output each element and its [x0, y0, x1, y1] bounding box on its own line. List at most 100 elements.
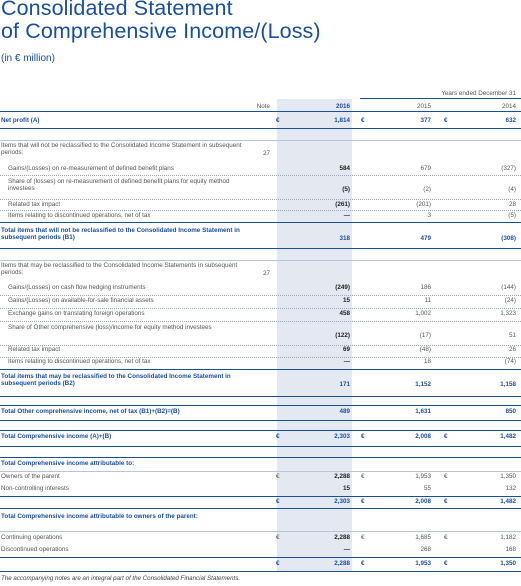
row-label: Items that may be reclassified to the Co…	[1, 262, 238, 277]
row-divider	[0, 420, 521, 421]
row-divider	[0, 405, 521, 406]
value-2014: (74)	[504, 358, 516, 365]
value-2014: 1,158	[500, 381, 516, 388]
value-2016: (261)	[335, 201, 350, 208]
row-divider	[0, 128, 521, 129]
table-row: Items relating to discontinued operation…	[0, 358, 521, 366]
row-divider	[0, 430, 521, 431]
table-row: Share of Other comprehensive (loss)/inco…	[0, 324, 521, 340]
row-note: 27	[262, 150, 270, 157]
row-label: Total Comprehensive income (A)+(B)	[1, 433, 112, 440]
value-2016: 2,288	[334, 473, 350, 480]
year-header-2015: 2015	[416, 103, 431, 110]
row-divider	[0, 369, 521, 370]
row-label: Owners of the parent	[1, 473, 60, 480]
currency-symbol: €	[361, 534, 365, 541]
value-2015: 2,008	[415, 433, 431, 440]
table-row: € € €2,303 2,008 1,482	[0, 498, 521, 506]
table-row: Total items that may be reclassified to …	[0, 373, 521, 389]
row-divider	[0, 308, 521, 309]
value-2016: 15	[342, 297, 350, 304]
table-row: Share of (losses) on re-measurement of d…	[0, 178, 521, 194]
row-divider	[0, 571, 521, 572]
row-divider	[0, 508, 521, 509]
row-label: Total Other comprehensive income, net of…	[1, 408, 180, 415]
row-divider	[0, 357, 521, 358]
table-row: Related tax impact (261) (201) 28	[0, 201, 521, 209]
title-line-1: Consolidated Statement	[1, 0, 233, 20]
value-2014: (144)	[501, 284, 516, 291]
currency-symbol: €	[444, 117, 448, 124]
value-2016: 458	[339, 310, 350, 317]
value-2016: 2,288	[334, 534, 350, 541]
value-2015: 2,008	[415, 498, 431, 505]
value-2014: (5)	[508, 212, 516, 219]
value-2015: 1,685	[415, 534, 431, 541]
row-label: Related tax impact	[8, 346, 61, 353]
value-2014: (327)	[501, 165, 516, 172]
row-label: Related tax impact	[8, 201, 61, 208]
row-divider	[0, 175, 521, 176]
row-label: Total Comprehensive income attributable …	[1, 460, 135, 467]
row-divider	[0, 140, 521, 141]
row-label: Continuing operations	[1, 534, 63, 541]
row-divider	[0, 457, 521, 458]
value-2014: 1,350	[500, 473, 516, 480]
currency-symbol: €	[361, 498, 365, 505]
value-2015: 268	[420, 546, 431, 553]
row-label: Discontinued operations	[1, 546, 69, 553]
table-row: Total Other comprehensive income, net of…	[0, 408, 521, 417]
period-header: Years ended December 31	[441, 90, 516, 97]
table-row: Items that may be reclassified to the Co…	[0, 262, 521, 278]
table-row: Related tax impact 69 (48) 26	[0, 346, 521, 354]
value-2014: 28	[508, 201, 516, 208]
value-2014: 168	[505, 546, 516, 553]
value-2016: —	[343, 358, 350, 365]
value-2015: (201)	[416, 201, 431, 208]
table-row: Net profit (A) € € €1,814 377 632	[0, 117, 521, 126]
row-divider	[0, 396, 521, 397]
table-row: Continuing operations € € €2,288 1,685 1,182	[0, 534, 521, 542]
table-row: Items relating to discontinued operation…	[0, 212, 521, 220]
table-row: Owners of the parent € € €2,288 1,953 1,350	[0, 473, 521, 481]
value-2016: 2,303	[334, 433, 350, 440]
row-divider	[0, 345, 521, 346]
value-2014: 51	[508, 332, 516, 339]
row-label: Non-controlling interests	[1, 485, 69, 492]
value-2016: (122)	[335, 332, 350, 339]
row-label: Items relating to discontinued operation…	[8, 358, 151, 365]
row-label: Total items that will not be reclassifie…	[1, 227, 240, 242]
currency-symbol: €	[444, 433, 448, 440]
value-2015: (17)	[419, 332, 431, 339]
row-divider	[0, 199, 521, 200]
row-label: Total Comprehensive income attributable …	[1, 513, 198, 520]
table-row: Gains/(Losses) on re-measurement of defi…	[0, 165, 521, 173]
value-2014: 132	[505, 485, 516, 492]
page-subtitle: (in € million)	[1, 53, 55, 64]
currency-symbol: €	[361, 560, 365, 567]
value-2016: 1,814	[334, 117, 350, 124]
row-label: Items relating to discontinued operation…	[8, 212, 151, 219]
value-2015: 1,152	[415, 381, 431, 388]
row-divider	[0, 496, 521, 497]
row-note: 27	[262, 270, 270, 277]
value-2016: 318	[339, 235, 350, 242]
currency-symbol: €	[444, 534, 448, 541]
currency-symbol: €	[276, 433, 280, 440]
value-2015: 1,002	[415, 310, 431, 317]
value-2015: (2)	[423, 186, 431, 193]
value-2014: 1,323	[500, 310, 516, 317]
value-2015: 3	[427, 212, 431, 219]
row-label: Total items that may be reclassified to …	[1, 373, 231, 388]
value-2014: 1,182	[500, 534, 516, 541]
currency-symbol: €	[361, 473, 365, 480]
currency-symbol: €	[361, 117, 365, 124]
year-header-2016: 2016	[335, 103, 350, 110]
value-2015: 11	[424, 297, 431, 304]
value-2015: 377	[420, 117, 431, 124]
row-label: Gains/(Losses) on available-for-sale fin…	[8, 297, 154, 304]
row-label: Net profit (A)	[1, 117, 40, 124]
table-row: Gains/(Losses) on cash flow hedging inst…	[0, 284, 521, 292]
page-title: Consolidated Statement of Comprehensive …	[1, 0, 321, 43]
